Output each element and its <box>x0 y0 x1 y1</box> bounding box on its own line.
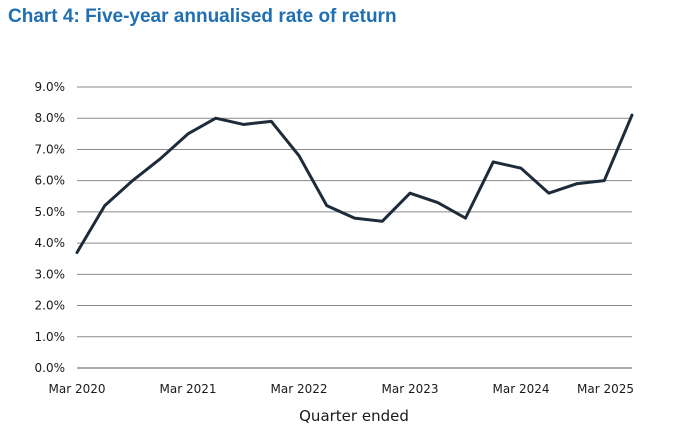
chart-title: Chart 4: Five-year annualised rate of re… <box>8 6 397 27</box>
data-point <box>186 132 190 136</box>
data-point <box>464 216 467 220</box>
x-tick-label: Mar 2020 <box>49 382 106 396</box>
data-point <box>297 154 301 157</box>
y-tick-label: 0.0% <box>35 361 66 375</box>
x-tick-label: Mar 2025 <box>577 382 634 396</box>
data-point <box>270 120 273 123</box>
data-point <box>492 160 495 164</box>
data-point <box>603 179 606 182</box>
y-tick-label: 8.0% <box>35 111 66 125</box>
y-tick-label: 3.0% <box>35 267 66 281</box>
x-tick-label: Mar 2023 <box>382 382 439 396</box>
x-axis-tick-labels: Mar 2020 Mar 2021 Mar 2022 Mar 2023 Mar 2024… <box>49 382 635 396</box>
series-group <box>75 113 634 254</box>
y-tick-label: 1.0% <box>35 330 66 344</box>
x-tick-label: Mar 2021 <box>160 382 217 396</box>
gridlines <box>77 86 632 369</box>
series-line <box>75 113 634 254</box>
data-point <box>242 123 245 126</box>
y-tick-label: 9.0% <box>35 80 66 94</box>
y-tick-label: 5.0% <box>35 205 66 219</box>
x-axis-label: Quarter ended <box>299 407 409 425</box>
data-point <box>75 251 79 254</box>
y-tick-label: 7.0% <box>35 142 66 156</box>
data-point <box>214 117 217 120</box>
data-point <box>547 191 550 195</box>
data-point <box>630 113 634 117</box>
data-point <box>519 166 523 170</box>
y-axis-tick-labels: 0.0% 1.0% 2.0% 3.0% 4.0% 5.0% 6.0% 7.0% 8.0% 9.0% <box>35 80 66 375</box>
data-point <box>436 201 439 204</box>
data-point <box>159 157 162 161</box>
y-tick-label: 6.0% <box>35 174 66 188</box>
data-point <box>131 179 134 182</box>
data-point <box>103 204 106 207</box>
data-point <box>381 220 384 223</box>
data-point <box>353 216 356 220</box>
y-tick-label: 2.0% <box>35 299 66 313</box>
data-point <box>325 204 328 207</box>
x-tick-label: Mar 2022 <box>271 382 328 396</box>
x-tick-label: Mar 2024 <box>493 382 550 396</box>
y-tick-label: 4.0% <box>35 236 66 250</box>
data-point <box>408 191 412 195</box>
data-point <box>575 182 578 185</box>
